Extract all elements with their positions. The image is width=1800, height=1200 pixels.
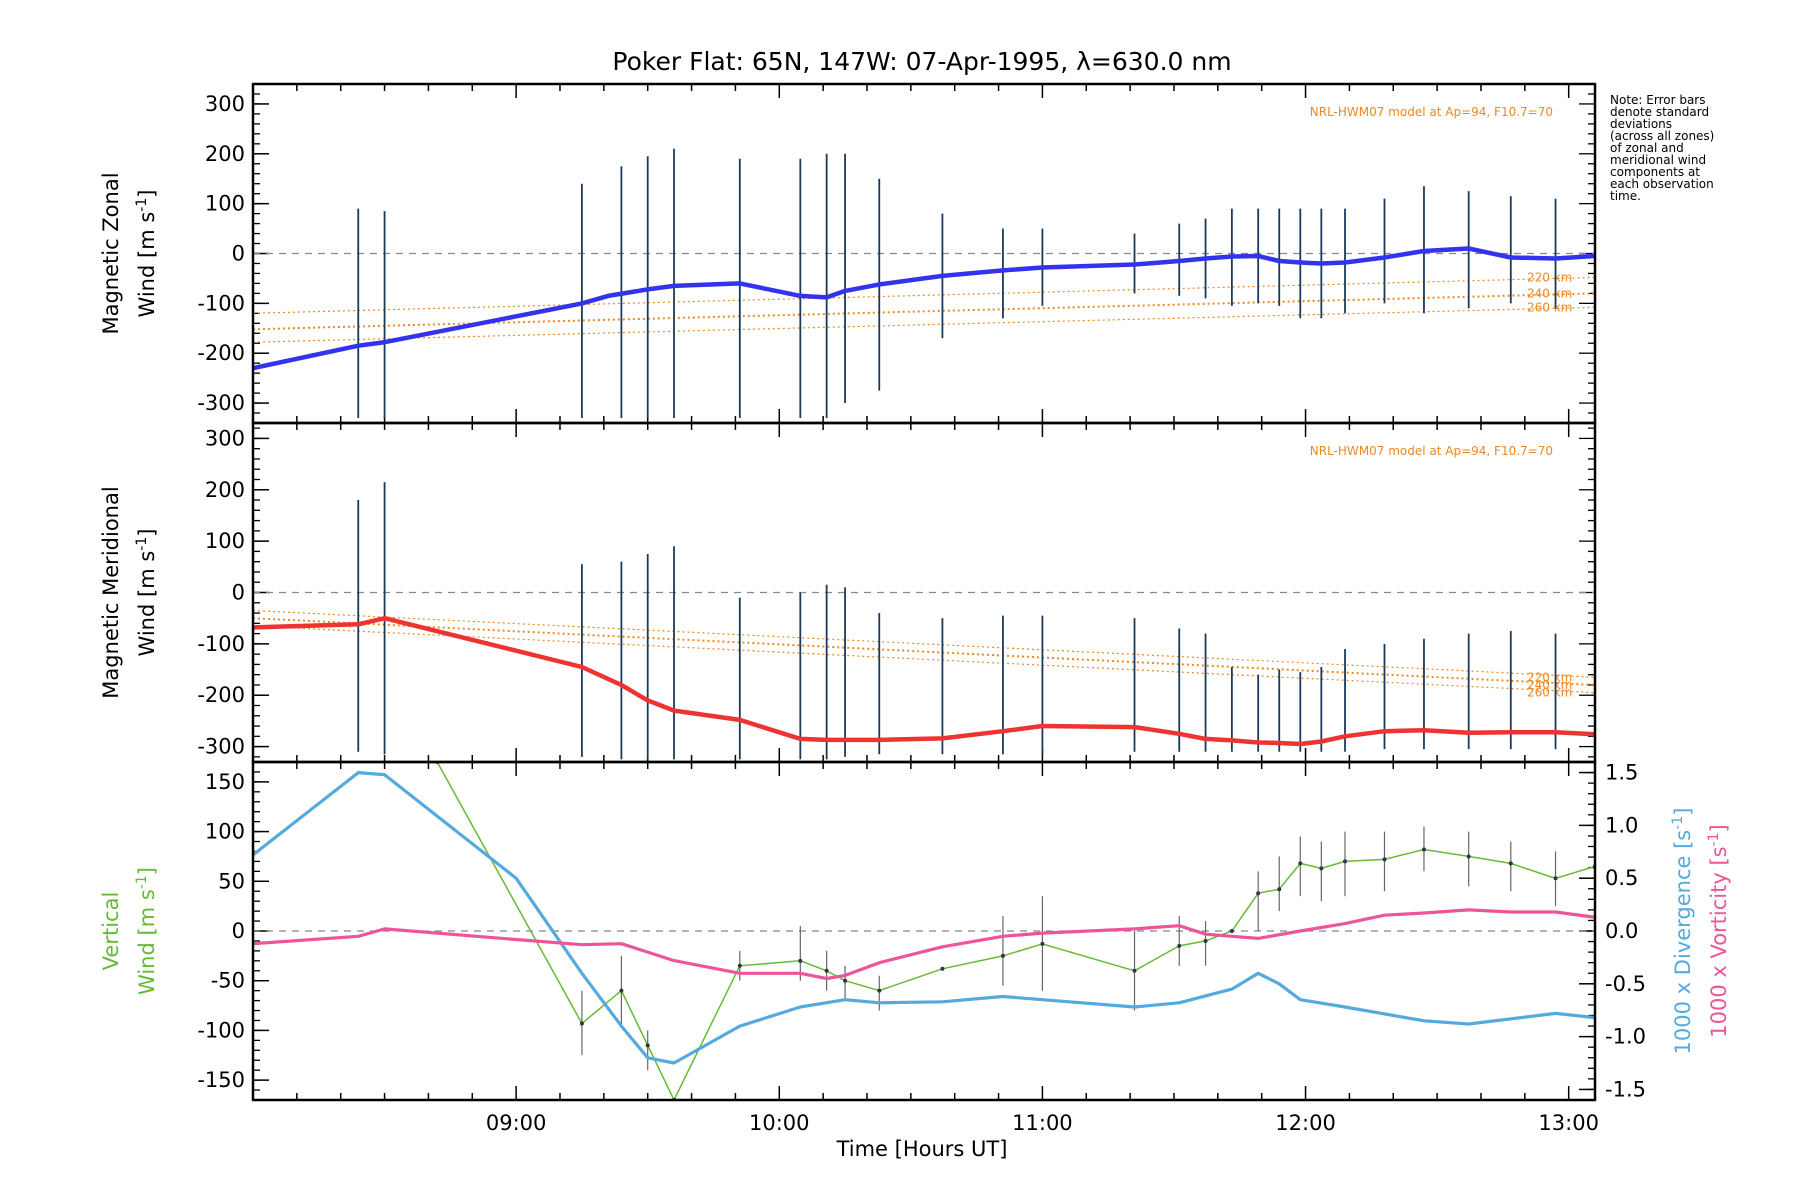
- y-axis-tick-label: 100: [205, 820, 245, 844]
- x-tick-label: 11:00: [1012, 1111, 1073, 1135]
- vertical-point: [1256, 891, 1261, 896]
- vertical-point: [645, 1043, 650, 1048]
- model-alt-label: 260 km: [1527, 686, 1572, 700]
- vertical-point: [1229, 929, 1234, 933]
- model-alt-label: 220 km: [1527, 270, 1572, 284]
- series-line-vorticity: [253, 908, 1595, 981]
- y-axis-tick-label: 300: [205, 92, 245, 116]
- y-axis-label-line1: Vertical: [99, 892, 123, 971]
- y-axis-tick-label: -100: [197, 291, 245, 315]
- x-axis-label: Time [Hours UT]: [836, 1137, 1008, 1161]
- y-axis-tick-label: -300: [197, 735, 245, 759]
- y-axis-tick-label: 0: [232, 919, 245, 943]
- vertical-point: [579, 1021, 584, 1026]
- vertical-point: [1298, 861, 1303, 866]
- model-line-260km: [253, 625, 1595, 694]
- vertical-point: [737, 963, 742, 968]
- y-axis-label-line2: Wind [m s-1]: [134, 190, 159, 318]
- series-line-zonal: [253, 246, 1595, 371]
- y2-axis-tick-label: -0.5: [1605, 972, 1646, 996]
- y-axis-tick-label: 300: [205, 426, 245, 450]
- vertical-point: [798, 958, 803, 963]
- vertical-point: [1421, 847, 1426, 852]
- y2-axis-tick-label: -1.0: [1605, 1025, 1646, 1049]
- y-axis-tick-label: -150: [197, 1068, 245, 1092]
- note-text: Note: Error bars denote standard deviation…: [1610, 93, 1714, 203]
- vertical-point: [1203, 938, 1208, 943]
- x-tick-label: 10:00: [749, 1111, 810, 1135]
- y-axis-tick-label: -50: [211, 969, 245, 993]
- model-line-220km: [253, 609, 1595, 678]
- y-axis-label-line2: Wind [m s-1]: [134, 529, 159, 657]
- y2-axis-tick-label: 0.0: [1605, 919, 1638, 943]
- y-axis-tick-label: 100: [205, 192, 245, 216]
- series-line-meridional: [253, 615, 1595, 747]
- vertical-point: [1040, 941, 1045, 946]
- plot-frame: [251, 760, 1597, 1102]
- y-axis-tick-label: 200: [205, 478, 245, 502]
- y-axis-tick-label: -100: [197, 632, 245, 656]
- vertical-point: [1343, 859, 1348, 864]
- model-alt-label: 220 km: [1527, 670, 1572, 684]
- y-axis-tick-label: -200: [197, 683, 245, 707]
- vertical-point: [1466, 854, 1471, 859]
- vertical-point: [1177, 943, 1182, 948]
- model-alt-label: 240 km: [1527, 286, 1572, 300]
- vertical-point: [824, 968, 829, 973]
- y-axis-tick-label: 0: [232, 242, 245, 266]
- vertical-point: [619, 988, 624, 993]
- y-axis-tick-label: 150: [205, 770, 245, 794]
- x-tick-label: 13:00: [1538, 1111, 1599, 1135]
- y-axis-label-line1: Magnetic Meridional: [99, 486, 123, 698]
- vertical-point: [1553, 876, 1558, 881]
- vertical-point: [1277, 887, 1282, 892]
- y2-axis-tick-label: 1.0: [1605, 813, 1638, 837]
- x-tick-label: 09:00: [486, 1111, 547, 1135]
- model-alt-label: 260 km: [1527, 300, 1572, 314]
- series-line-vertical: [436, 762, 1595, 1100]
- y-axis-label-line2: Wind [m s-1]: [134, 867, 159, 995]
- x-tick-label: 12:00: [1275, 1111, 1336, 1135]
- model-line-240km: [253, 617, 1595, 686]
- vertical-point: [1319, 866, 1324, 871]
- y2-axis-label-vorticity: 1000 x Vorticity [s-1]: [1706, 824, 1731, 1038]
- y2-axis-tick-label: -1.5: [1605, 1077, 1646, 1101]
- y-axis-tick-label: 200: [205, 142, 245, 166]
- model-alt-label: 240 km: [1527, 678, 1572, 692]
- model-label: NRL-HWM07 model at Ap=94, F10.7=70: [1310, 444, 1553, 458]
- vertical-point: [940, 966, 945, 971]
- y-axis-tick-label: 100: [205, 529, 245, 553]
- y-axis-tick-label: 0: [232, 581, 245, 605]
- y-axis-tick-label: -100: [197, 1018, 245, 1042]
- series-line-divergence: [253, 770, 1595, 1065]
- model-line-220km: [253, 276, 1595, 314]
- vertical-point: [1132, 968, 1137, 973]
- y-axis-tick-label: -200: [197, 341, 245, 365]
- panel-vertical: -150 -100 -50 0 50 100 150 -1.5 -1.0 -0.5 0.0 0.5 1.…: [99, 760, 1731, 1161]
- y2-axis-tick-label: 0.5: [1605, 866, 1638, 890]
- y-axis-label-line1: Magnetic Zonal: [99, 172, 123, 334]
- vertical-point: [877, 988, 882, 993]
- model-line-260km: [253, 306, 1595, 343]
- y2-axis-tick-label: 1.5: [1605, 761, 1638, 785]
- y-axis-tick-label: -300: [197, 391, 245, 415]
- y-axis-tick-label: 50: [218, 869, 245, 893]
- chart-title: Poker Flat: 65N, 147W: 07-Apr-1995, λ=63…: [612, 47, 1231, 76]
- vertical-point: [1000, 953, 1005, 958]
- vertical-point: [1382, 857, 1387, 862]
- vertical-point: [1508, 861, 1513, 866]
- y2-axis-label-divergence: 1000 x Divergence [s-1]: [1670, 808, 1695, 1055]
- model-label: NRL-HWM07 model at Ap=94, F10.7=70: [1310, 105, 1553, 119]
- model-line-240km: [253, 292, 1595, 331]
- vertical-point: [843, 978, 848, 983]
